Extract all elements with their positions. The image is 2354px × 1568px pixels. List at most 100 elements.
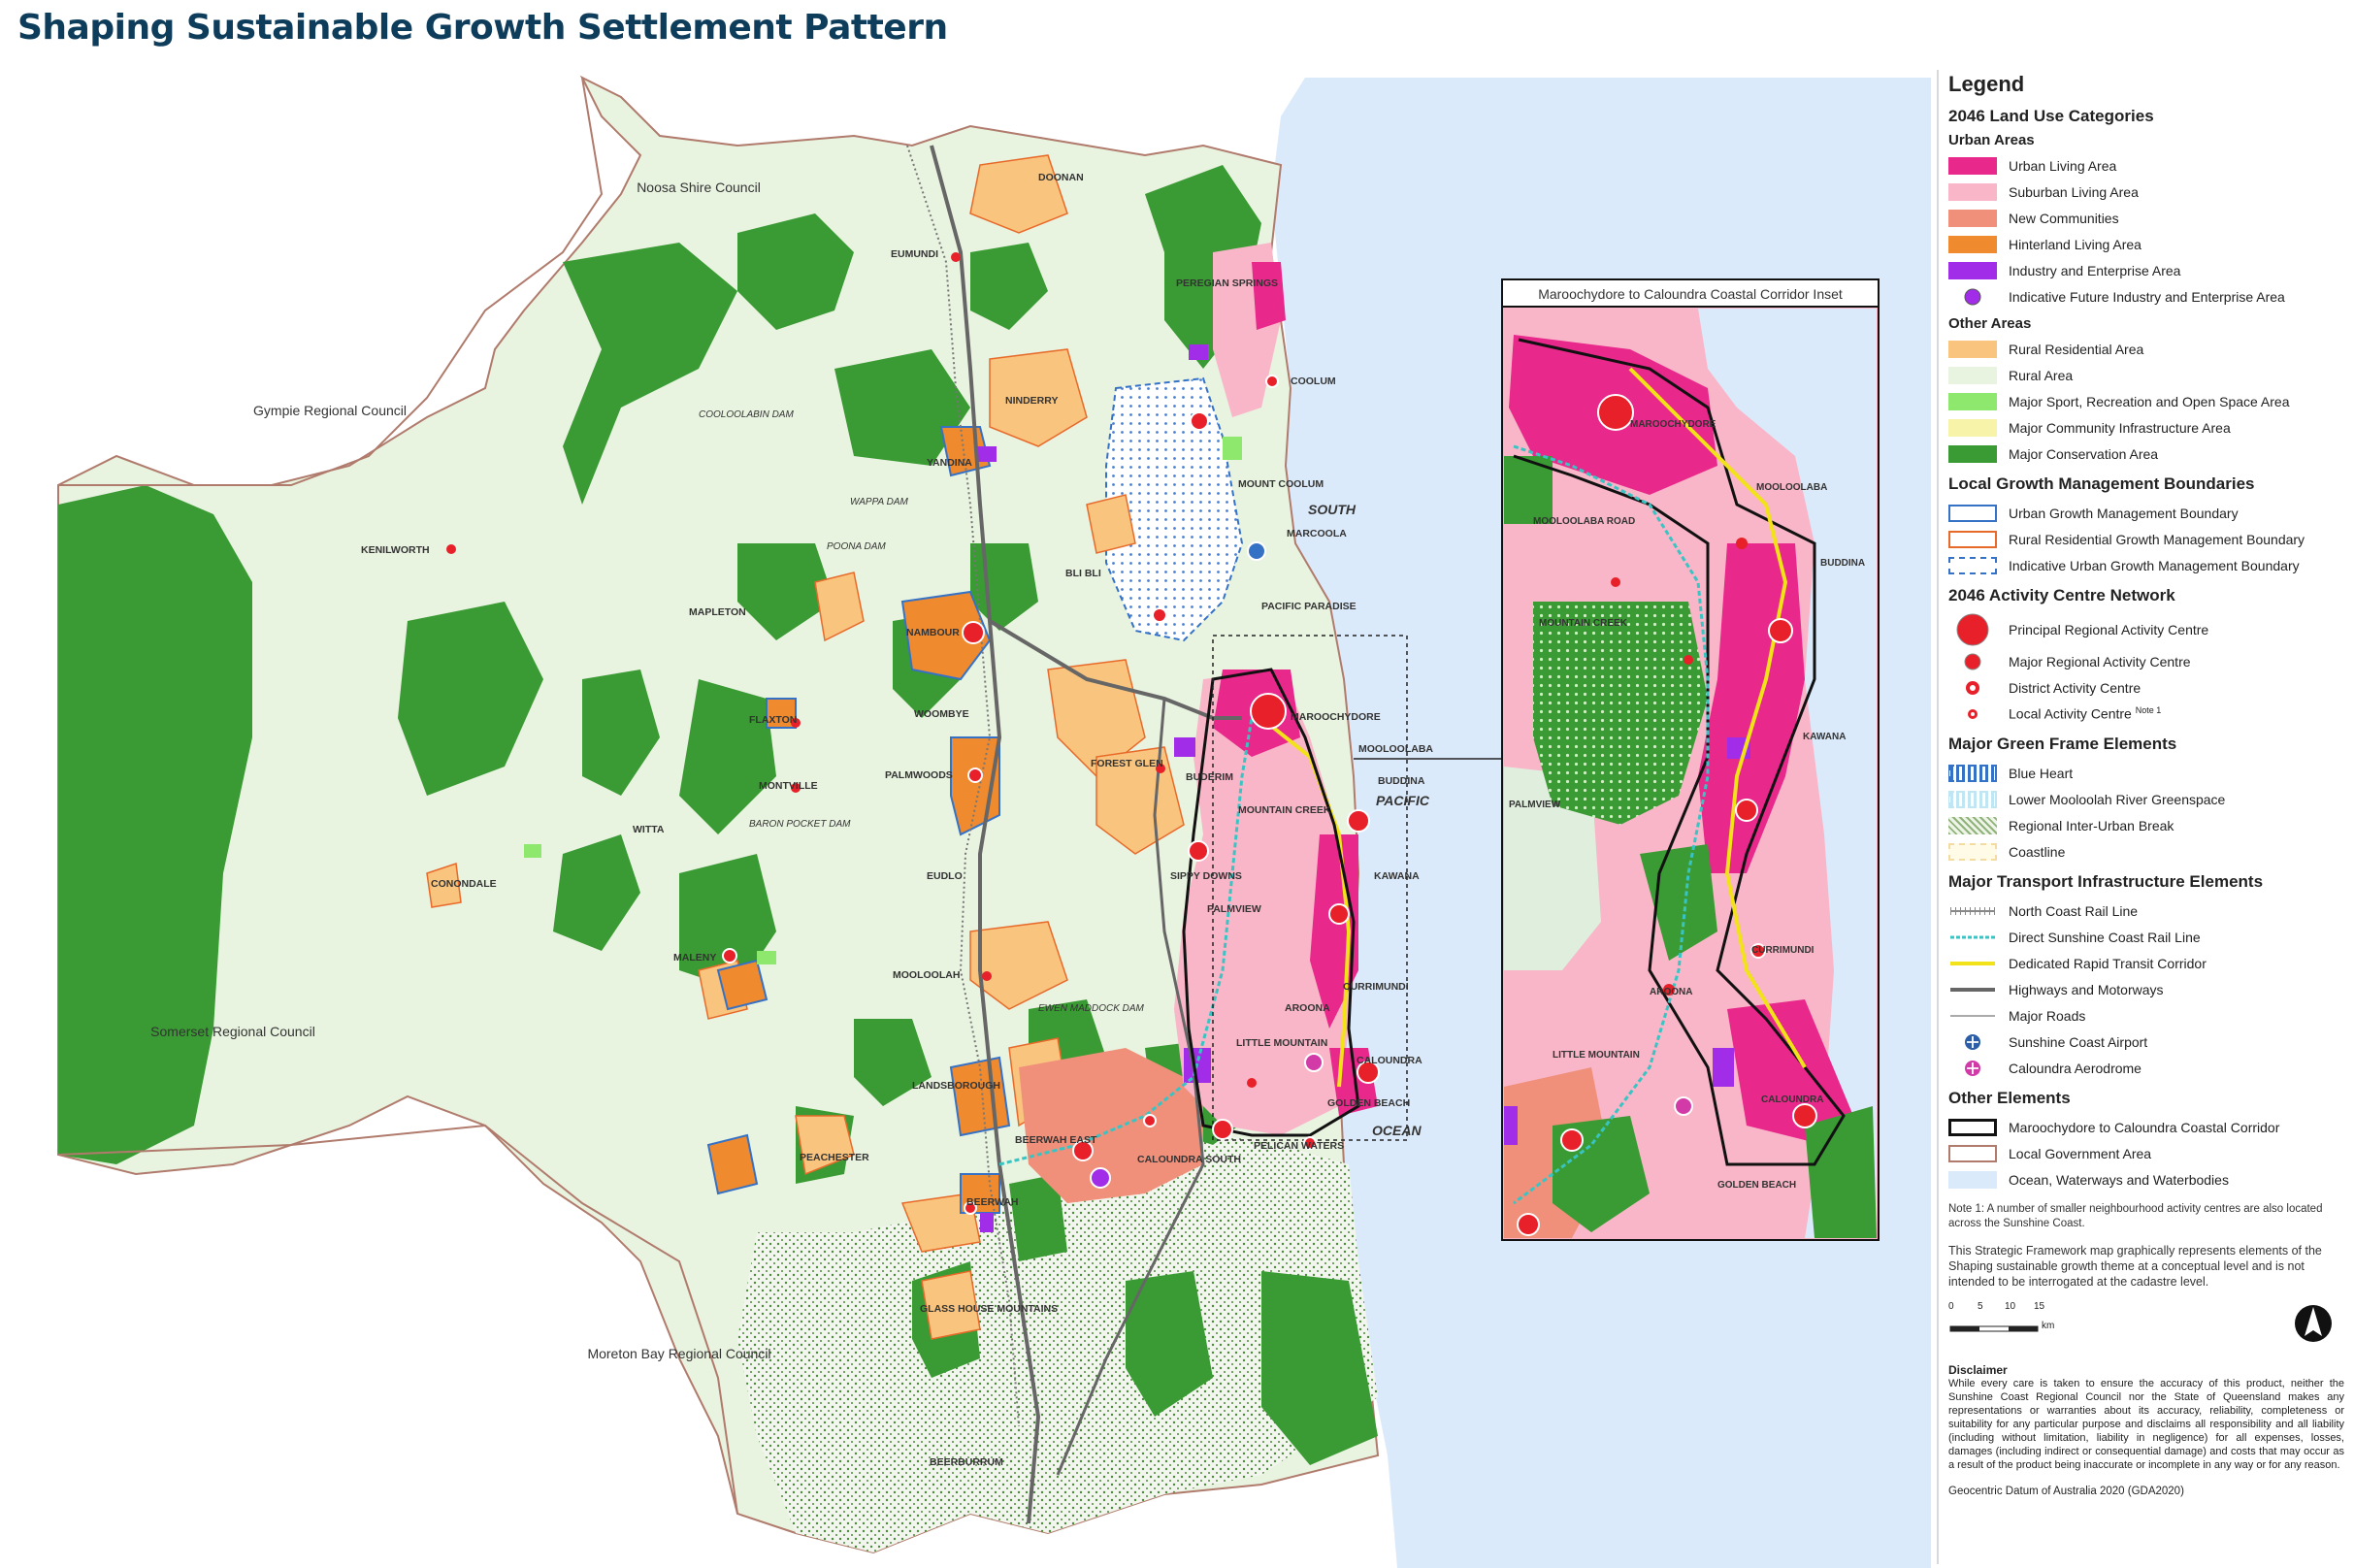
legend-item: Direct Sunshine Coast Rail Line — [1948, 924, 2344, 950]
legend-label: Principal Regional Activity Centre — [2009, 622, 2209, 637]
place-label: MAPLETON — [689, 606, 746, 618]
legend-item: Sunshine Coast Airport — [1948, 1029, 2344, 1055]
legend-label: Indicative Future Industry and Enterpris… — [2009, 288, 2285, 305]
place-label: SIPPY DOWNS — [1170, 870, 1242, 882]
place-label: EUDLO — [927, 870, 963, 882]
legend-item: Industry and Enterprise Area — [1948, 257, 2344, 283]
legend-swatch — [1948, 1118, 1997, 1136]
direct-rail-icon — [1948, 929, 1997, 946]
legend-item: North Coast Rail Line — [1948, 898, 2344, 924]
legend-swatch — [1948, 444, 1997, 463]
rail-line-icon — [1948, 902, 1997, 920]
place-label: WITTA — [633, 824, 665, 835]
legend-item: Major Roads — [1948, 1002, 2344, 1029]
inset-place-label: KAWANA — [1803, 732, 1846, 742]
lga-boundary-south — [57, 1124, 738, 1515]
place-label: KAWANA — [1374, 870, 1420, 882]
legend-label: Major Conservation Area — [2009, 445, 2159, 462]
sport-areas — [524, 437, 1242, 964]
legend-swatch — [1948, 209, 1997, 227]
dam-label: COOLOOLABIN DAM — [699, 409, 794, 420]
legend-swatch — [1948, 418, 1997, 437]
legend-swatch — [1948, 764, 1997, 782]
inset-map[interactable]: Maroochydore to Caloundra Coastal Corrid… — [1501, 278, 1880, 1241]
inset-title: Maroochydore to Caloundra Coastal Corrid… — [1538, 286, 1843, 302]
legend-swatch — [1948, 790, 1997, 808]
legend-label: Major Roads — [2009, 1007, 2086, 1024]
inset-place-label: PALMVIEW — [1509, 800, 1561, 810]
place-label: WOOMBYE — [914, 708, 969, 720]
legend-label: New Communities — [2009, 210, 2119, 226]
legend-subheading: Other Areas — [1948, 315, 2032, 332]
new-communities — [1019, 1048, 1203, 1203]
scale-unit: km — [2042, 1321, 2055, 1331]
legend-item: Urban Living Area — [1948, 152, 2344, 179]
place-label: COOLUM — [1291, 376, 1336, 387]
inset-place-label: CURRIMUNDI — [1751, 945, 1815, 956]
inset-place-label: MOUNTAIN CREEK — [1539, 618, 1628, 629]
datum-text: Geocentric Datum of Australia 2020 (GDA2… — [1948, 1486, 2184, 1497]
place-label: BLI BLI — [1065, 568, 1101, 579]
legend-label: Lower Mooloolah River Greenspace — [2009, 791, 2226, 807]
place-label: PEREGIAN SPRINGS — [1176, 278, 1278, 289]
council-label-gympie: Gympie Regional Council — [253, 403, 407, 418]
legend-swatch — [1948, 1170, 1997, 1189]
highway — [930, 145, 1041, 1524]
legend-label: North Coast Rail Line — [2009, 902, 2139, 919]
inset-place-label: AROONA — [1650, 987, 1692, 997]
place-label: PEACHESTER — [800, 1152, 869, 1163]
legend-swatch — [1948, 392, 1997, 410]
legend-heading: 2046 Land Use Categories — [1948, 107, 2154, 125]
legend-swatch — [1948, 366, 1997, 384]
legend-panel: Legend 2046 Land Use Categories Urban Ar… — [1937, 70, 2344, 1564]
legend-label: District Activity Centre — [2009, 679, 2141, 696]
legend-item: Highways and Motorways — [1948, 976, 2344, 1002]
legend-label: Regional Inter-Urban Break — [2009, 817, 2174, 833]
legend-label: Local Activity Centre Note 1 — [2009, 705, 2162, 722]
legend-label: Industry and Enterprise Area — [2009, 262, 2181, 278]
framework-note: This Strategic Framework map graphically… — [1948, 1244, 2322, 1289]
legend-label: Dedicated Rapid Transit Corridor — [2009, 955, 2207, 971]
place-label: YANDINA — [927, 457, 972, 469]
dam-label: WAPPA DAM — [850, 497, 908, 507]
legend-item: Dedicated Rapid Transit Corridor — [1948, 950, 2344, 976]
disclaimer-heading: Disclaimer — [1948, 1363, 2008, 1377]
legend-item: Maroochydore to Caloundra Coastal Corrid… — [1948, 1114, 2344, 1140]
place-label: BUDDINA — [1378, 775, 1425, 787]
legend-label: Rural Residential Area — [2009, 341, 2144, 357]
purple-circle-icon — [1948, 288, 1997, 306]
legend-label: Suburban Living Area — [2009, 183, 2139, 200]
scale-bar: 0 5 10 15 km — [1948, 1301, 2344, 1346]
legend-item: Major Community Infrastructure Area — [1948, 414, 2344, 441]
scale-tick: 5 — [1978, 1301, 1983, 1312]
ocean-label: PACIFIC — [1376, 793, 1430, 808]
place-label: MOOLOOLABA — [1358, 743, 1433, 755]
legend-item: Hinterland Living Area — [1948, 231, 2344, 257]
legend-swatch — [1948, 842, 1997, 861]
legend-item: Local Activity Centre Note 1 — [1948, 701, 2344, 727]
legend-item: Local Government Area — [1948, 1140, 2344, 1166]
place-label: CALOUNDRA SOUTH — [1137, 1154, 1241, 1165]
place-label: GOLDEN BEACH — [1327, 1097, 1410, 1109]
scale-tick: 15 — [2034, 1301, 2045, 1312]
activity-centres — [446, 252, 1380, 1215]
inset-place-label: LITTLE MOUNTAIN — [1553, 1050, 1640, 1061]
legend-item: Lower Mooloolah River Greenspace — [1948, 786, 2344, 812]
legend-item: Major Regional Activity Centre — [1948, 648, 2344, 674]
place-label: BEERWAH EAST — [1015, 1134, 1097, 1146]
legend-item: Major Sport, Recreation and Open Space A… — [1948, 388, 2344, 414]
page-title: Shaping Sustainable Growth Settlement Pa… — [17, 8, 948, 48]
north-arrow-icon — [2295, 1305, 2332, 1342]
main-map[interactable]: Noosa Shire Council Gympie Regional Coun… — [0, 70, 1931, 1568]
district-centre-icon — [1948, 679, 1997, 697]
place-label: PELICAN WATERS — [1254, 1140, 1344, 1152]
council-label-moreton: Moreton Bay Regional Council — [587, 1346, 770, 1361]
legend-heading: Major Green Frame Elements — [1948, 735, 2177, 753]
place-label: BEERBURRUM — [930, 1456, 1003, 1468]
place-label: CONONDALE — [431, 878, 497, 890]
place-label: AROONA — [1285, 1002, 1330, 1014]
place-label: LANDSBOROUGH — [912, 1080, 1000, 1092]
place-label: PALMWOODS — [885, 769, 953, 781]
place-label: BUDERIM — [1186, 771, 1233, 783]
legend-label: Major Sport, Recreation and Open Space A… — [2009, 393, 2290, 409]
